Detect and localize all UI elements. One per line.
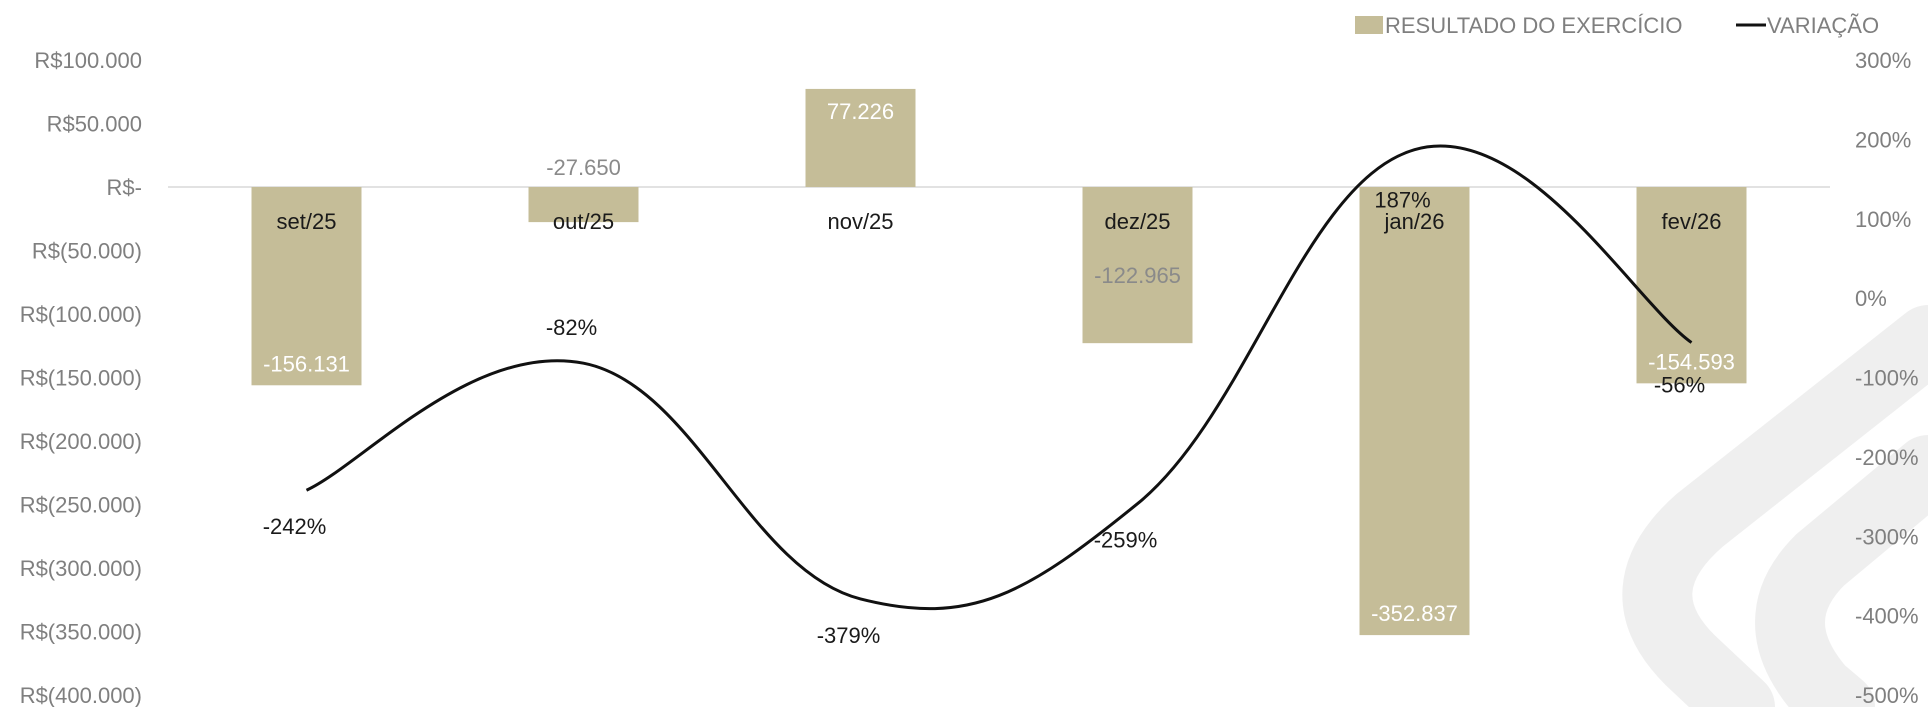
- category-label: jan/26: [1384, 209, 1445, 234]
- watermark-shape: [1622, 305, 1928, 707]
- category-label: dez/25: [1104, 209, 1170, 234]
- left-axis-tick-label: R$(400.000): [20, 683, 142, 707]
- left-axis-tick-label: R$(300.000): [20, 556, 142, 581]
- variation-value-label: -82%: [546, 315, 597, 340]
- variation-value-label: -259%: [1094, 528, 1158, 553]
- legend-swatch-bar: [1355, 16, 1383, 34]
- left-axis-tick-label: R$(150.000): [20, 366, 142, 391]
- category-label: fev/26: [1662, 209, 1722, 234]
- left-axis-tick-label: R$-: [107, 175, 142, 200]
- right-axis-tick-label: -300%: [1855, 524, 1919, 549]
- left-axis-tick-label: R$(350.000): [20, 620, 142, 645]
- bar-out-25: [528, 187, 639, 223]
- bar-dez-25: [1082, 187, 1193, 344]
- legend: RESULTADO DO EXERCÍCIO VARIAÇÃO: [1355, 13, 1879, 38]
- category-label: out/25: [553, 209, 614, 234]
- right-axis-tick-label: 100%: [1855, 207, 1911, 232]
- bar-set-25: [251, 187, 362, 386]
- bar-value-label: -122.965: [1094, 263, 1181, 288]
- left-axis-tick-label: R$(200.000): [20, 429, 142, 454]
- variation-line: [305, 144, 1693, 611]
- bar-value-label: -156.131: [263, 351, 350, 376]
- bar-value-label: 77.226: [827, 99, 894, 124]
- legend-label-line: VARIAÇÃO: [1767, 13, 1879, 38]
- bar-fev-26: [1636, 187, 1747, 384]
- right-axis-tick-label: -100%: [1855, 366, 1919, 391]
- right-axis-tick-label: 0%: [1855, 286, 1887, 311]
- right-axis-tick-label: -500%: [1855, 683, 1919, 707]
- right-axis-tick-label: 200%: [1855, 127, 1911, 152]
- right-axis-tick-label: -400%: [1855, 604, 1919, 629]
- variation-value-label: -379%: [817, 623, 881, 648]
- bar-value-label: -154.593: [1648, 349, 1735, 374]
- left-axis-tick-label: R$(100.000): [20, 302, 142, 327]
- right-axis-tick-label: 300%: [1855, 48, 1911, 73]
- bar-nov-25: [805, 88, 916, 187]
- category-label: nov/25: [827, 209, 893, 234]
- left-axis-tick-label: R$(50.000): [32, 239, 142, 264]
- variation-value-label: -242%: [263, 514, 327, 539]
- left-axis-tick-label: R$(250.000): [20, 493, 142, 518]
- variation-value-label: 187%: [1374, 188, 1430, 213]
- category-label: set/25: [277, 209, 337, 234]
- legend-label-bar: RESULTADO DO EXERCÍCIO: [1385, 13, 1682, 38]
- variation-value-label: -56%: [1654, 373, 1705, 398]
- bar-jan-26: [1359, 187, 1470, 636]
- bar-value-label: -352.837: [1371, 601, 1458, 626]
- right-axis-tick-label: -200%: [1855, 445, 1919, 470]
- bar-value-label: -27.650: [546, 155, 621, 180]
- left-axis-tick-label: R$100.000: [34, 48, 142, 73]
- left-axis-tick-label: R$50.000: [47, 112, 142, 137]
